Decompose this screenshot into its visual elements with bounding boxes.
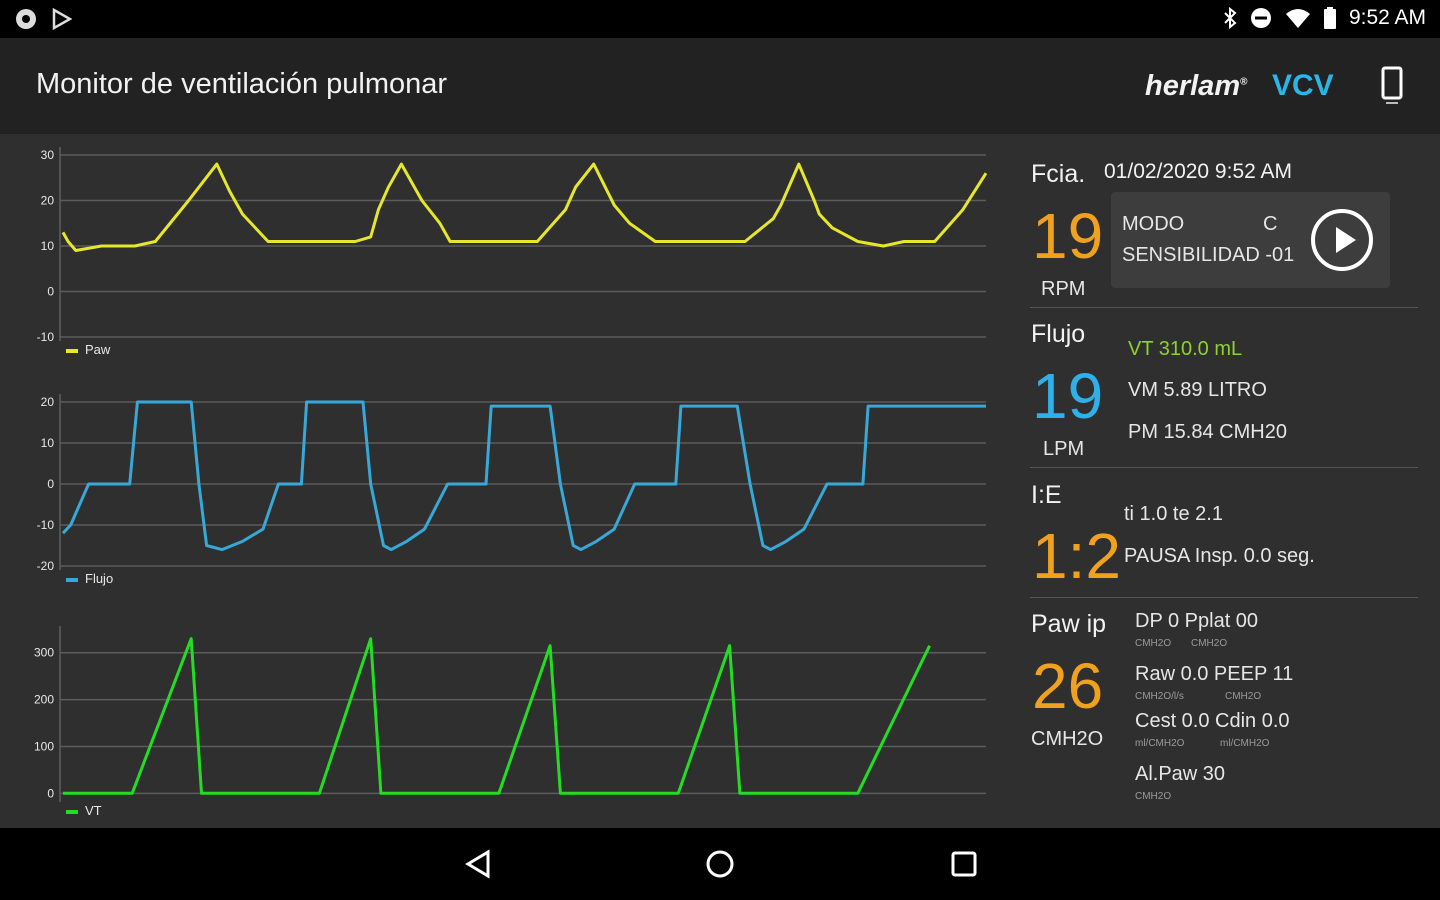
series-line-vt (63, 637, 931, 795)
recents-icon[interactable] (948, 848, 980, 880)
phone-device-icon[interactable] (1381, 66, 1403, 106)
datetime-readout: 01/02/2020 9:52 AM (1104, 160, 1292, 183)
parameters-panel: Fcia. 01/02/2020 9:52 AM 19 RPM MODO C S… (1010, 134, 1440, 828)
y-tick-label: 20 (41, 194, 55, 208)
battery-icon (1323, 7, 1336, 29)
al-paw-readout: Al.Paw 30 (1135, 763, 1226, 785)
legend-label: VT (85, 803, 102, 818)
brand-name: herlam (1145, 70, 1241, 102)
divider (1030, 467, 1418, 468)
brand-mark: ® (1240, 76, 1248, 88)
al-paw-unit: CMH2O (1135, 791, 1172, 802)
divider (1030, 307, 1418, 308)
status-bar: 9:52 AM (0, 0, 1440, 38)
flujo-value: 19 (1032, 360, 1104, 432)
android-system-icon (16, 9, 36, 29)
legend-label: Flujo (85, 571, 113, 586)
home-icon[interactable] (704, 848, 736, 880)
legend-label: Paw (85, 342, 111, 357)
y-tick-label: 0 (47, 786, 54, 800)
wifi-icon (1285, 9, 1310, 28)
raw-peep-readout: Raw 0.0 PEEP 11 (1135, 663, 1294, 685)
legend-swatch (66, 349, 78, 353)
brand-logo: herlam® (1145, 70, 1247, 103)
y-tick-label: 100 (34, 739, 54, 753)
cdin-unit: ml/CMH2O (1220, 738, 1270, 749)
peep-unit: CMH2O (1225, 691, 1262, 702)
fcia-unit: RPM (1041, 278, 1086, 300)
fcia-value: 19 (1032, 200, 1104, 272)
dp-unit: CMH2O (1135, 638, 1172, 649)
fcia-label: Fcia. (1031, 160, 1086, 188)
play-store-icon (52, 8, 72, 30)
status-time: 9:52 AM (1348, 6, 1426, 29)
y-tick-label: -20 (37, 559, 55, 573)
y-tick-label: -10 (37, 330, 55, 344)
y-tick-label: 0 (47, 285, 54, 299)
pm-readout: PM 15.84 CMH20 (1128, 421, 1287, 443)
legend-swatch (66, 578, 78, 582)
cest-cdin-readout: Cest 0.0 Cdin 0.0 (1135, 710, 1290, 732)
divider (1030, 597, 1418, 598)
y-tick-label: -10 (37, 518, 55, 532)
modo-label: MODO (1122, 213, 1185, 235)
bluetooth-icon (1224, 6, 1237, 30)
sensibilidad-label: SENSIBILIDAD -01 (1122, 244, 1295, 266)
pausa-readout: PAUSA Insp. 0.0 seg. (1124, 545, 1315, 567)
y-tick-label: 10 (41, 239, 55, 253)
y-tick-label: 30 (41, 148, 55, 162)
y-tick-label: 200 (34, 693, 54, 707)
y-tick-label: 300 (34, 646, 54, 660)
ie-label: I:E (1031, 481, 1062, 509)
y-tick-label: 20 (41, 395, 55, 409)
mode-box: MODO C SENSIBILIDAD -01 (1111, 192, 1390, 288)
y-tick-label: 0 (47, 477, 54, 491)
paw-unit: CMH2O (1031, 728, 1104, 750)
paw-label: Paw ip (1031, 610, 1107, 638)
play-button[interactable] (1311, 209, 1373, 271)
raw-unit: CMH2O/l/s (1135, 691, 1184, 702)
vm-readout: VM 5.89 LITRO (1128, 379, 1267, 401)
flujo-unit: LPM (1043, 438, 1085, 460)
legend-swatch (66, 810, 78, 814)
series-line-paw (61, 162, 988, 252)
dp-pplat-readout: DP 0 Pplat 00 (1135, 610, 1259, 632)
vt-readout: VT 310.0 mL (1128, 338, 1243, 360)
do-not-disturb-icon (1250, 8, 1271, 28)
app-bar: Monitor de ventilación pulmonar herlam® … (0, 38, 1440, 134)
waveform-charts: 30 20 10 0 -10 Paw 20 10 0 -10 -20 Flujo 300 200 100 0 V… (0, 134, 1010, 828)
ie-value: 1:2 (1032, 520, 1121, 592)
navigation-bar (0, 828, 1440, 900)
pplat-unit: CMH2O (1191, 638, 1228, 649)
flujo-label: Flujo (1031, 320, 1086, 348)
back-icon[interactable] (462, 848, 494, 880)
series-line-flujo (61, 400, 986, 552)
paw-value: 26 (1032, 650, 1104, 722)
y-tick-label: 10 (41, 436, 55, 450)
charts-svg: 3020100-10Paw20100-10-20Flujo3002001000V… (34, 147, 988, 818)
cest-unit: ml/CMH2O (1135, 738, 1185, 749)
page-title: Monitor de ventilación pulmonar (36, 68, 448, 100)
ventilation-mode-label: VCV (1272, 69, 1334, 102)
ti-te-readout: ti 1.0 te 2.1 (1124, 503, 1223, 525)
modo-value: C (1263, 213, 1278, 235)
